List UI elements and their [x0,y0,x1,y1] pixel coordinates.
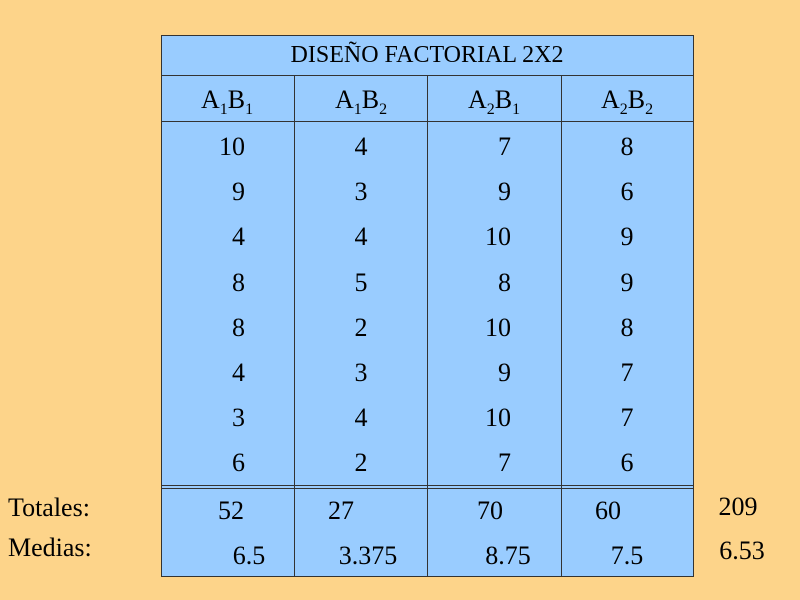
cell: 3 [354,177,368,207]
cell: 10 [485,222,511,252]
header-letter: A [200,85,220,114]
cell: 3 [232,403,245,433]
grand-total: 209 [718,492,758,521]
cell: 9 [232,177,245,207]
cell: 7 [620,358,634,387]
subscript: 1 [512,101,521,118]
mean-cell: 6.5 [232,541,266,570]
mean-cell: 3.375 [338,541,398,570]
column-header: A1B1 [200,85,254,118]
subscript: 2 [645,101,654,118]
col-line [561,75,562,577]
cell: 7 [498,448,511,478]
cell: 2 [354,312,368,342]
subscript: 1 [219,101,228,118]
column-header: A2B1 [467,85,521,118]
header-letter: B [494,85,513,114]
mean-cell: 8.75 [485,541,531,570]
column-header: A2B2 [600,85,654,118]
cell: 9 [620,267,634,297]
cell: 9 [620,222,634,252]
header-letter: A [600,85,620,114]
cell: 7 [620,403,634,433]
header-letter: A [467,85,487,114]
cell: 8 [620,312,634,342]
subscript: 1 [245,101,254,118]
cell: 2 [354,448,368,478]
header-letter: B [627,85,646,114]
column-header: A1B2 [334,85,388,118]
mean-cell: 7.5 [610,541,644,570]
total-cell: 27 [328,496,354,525]
cell: 6 [620,177,634,207]
col-line [294,75,295,577]
header-letter: B [227,85,246,114]
table-title: DISEÑO FACTORIAL 2X2 [290,42,564,68]
means-label: Medias: [8,533,92,562]
cell: 8 [232,312,245,342]
header-letter: B [361,85,380,114]
cell: 3 [354,358,368,387]
cell: 9 [498,177,511,207]
cell: 4 [354,403,368,433]
header-letter: A [334,85,354,114]
subscript: 2 [486,101,495,118]
subscript: 2 [619,101,628,118]
subscript: 2 [379,101,388,118]
cell: 8 [620,132,634,161]
cell: 6 [620,448,634,478]
cell: 9 [498,358,511,387]
grand-mean: 6.53 [719,536,765,565]
cell: 10 [485,312,511,342]
cell: 4 [354,222,368,252]
total-cell: 52 [218,496,244,525]
cell: 6 [232,448,245,478]
cell: 5 [354,267,368,297]
cell: 4 [354,132,368,161]
col-line [427,75,428,577]
cell: 4 [232,222,245,252]
cell: 4 [232,358,245,387]
cell: 8 [498,267,511,297]
cell: 7 [498,132,511,161]
totals-label: Totales: [8,493,90,522]
cell: 10 [485,403,511,433]
total-cell: 60 [595,496,621,525]
cell: 8 [232,267,245,297]
total-cell: 70 [477,496,503,525]
subscript: 1 [353,101,362,118]
cell: 10 [219,132,245,161]
